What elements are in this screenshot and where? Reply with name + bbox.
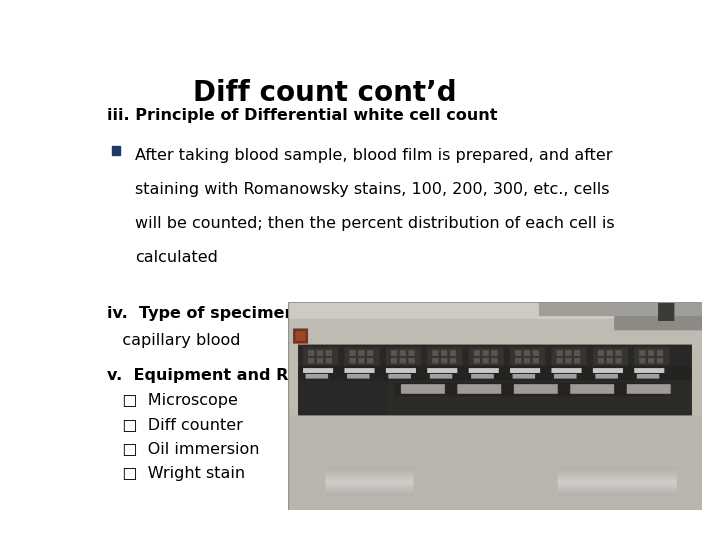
Text: staining with Romanowsky stains, 100, 200, 300, etc., cells: staining with Romanowsky stains, 100, 20…: [135, 182, 609, 197]
Text: calculated: calculated: [135, 250, 217, 265]
Text: iii. Principle of Differential white cell count: iii. Principle of Differential white cel…: [107, 109, 498, 124]
Text: 8: 8: [621, 457, 631, 472]
Text: □  Oil immersion: □ Oil immersion: [107, 442, 259, 456]
Text: Diff count cont’d: Diff count cont’d: [192, 79, 456, 107]
Text: v.  Equipment and Reagents: v. Equipment and Reagents: [107, 368, 361, 383]
Text: □  Wright stain: □ Wright stain: [107, 465, 245, 481]
Text: iv.  Type of specimen:: iv. Type of specimen:: [107, 306, 302, 321]
Text: □  Microscope: □ Microscope: [107, 393, 238, 408]
Bar: [112, 146, 120, 155]
Text: EDTA anticoagulated venous or: EDTA anticoagulated venous or: [302, 306, 564, 321]
Text: capillary blood: capillary blood: [107, 333, 240, 348]
Text: After taking blood sample, blood film is prepared, and after: After taking blood sample, blood film is…: [135, 148, 612, 163]
Text: □  Diff counter: □ Diff counter: [107, 417, 243, 433]
Text: will be counted; then the percent distribution of each cell is: will be counted; then the percent distri…: [135, 216, 614, 231]
